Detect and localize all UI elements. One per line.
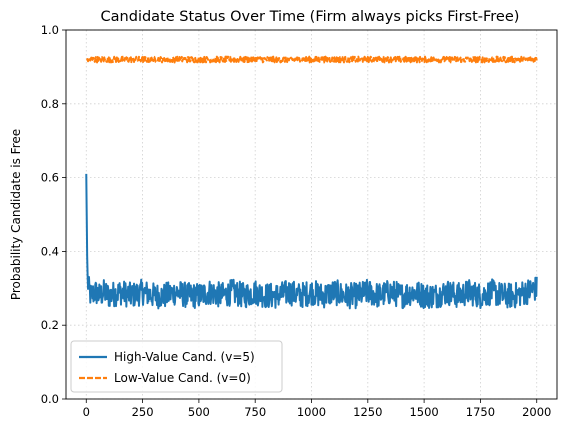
x-tick-label: 1250 [353, 405, 382, 419]
legend-label: High-Value Cand. (v=5) [114, 350, 255, 364]
x-tick-label: 1000 [297, 405, 326, 419]
plot-series [85, 55, 538, 310]
y-tick-label: 0.2 [41, 318, 59, 332]
legend: High-Value Cand. (v=5) Low-Value Cand. (v… [70, 340, 283, 393]
x-tick-label: 1500 [409, 405, 438, 419]
legend-box [70, 340, 283, 393]
series-line-0 [85, 173, 538, 310]
y-axis-label: Probability Candidate is Free [9, 129, 23, 300]
y-tick-label: 0.4 [41, 244, 59, 258]
axis-ticks: 0 250 500 750 1000 1250 1500 1750 2000 0.0 0.2 0.4 0… [41, 23, 552, 419]
series-line-1 [85, 55, 538, 64]
y-tick-label: 0.8 [41, 97, 59, 111]
y-tick-label: 0.0 [41, 392, 59, 406]
x-tick-label: 0 [83, 405, 90, 419]
x-tick-label: 1750 [466, 405, 495, 419]
legend-label: Low-Value Cand. (v=0) [114, 371, 251, 385]
x-tick-label: 250 [132, 405, 154, 419]
x-tick-label: 750 [244, 405, 266, 419]
chart-title: Candidate Status Over Time (Firm always … [101, 9, 520, 25]
y-tick-label: 1.0 [41, 23, 59, 37]
y-tick-label: 0.6 [41, 171, 59, 185]
x-tick-label: 500 [188, 405, 210, 419]
x-tick-label: 2000 [522, 405, 551, 419]
